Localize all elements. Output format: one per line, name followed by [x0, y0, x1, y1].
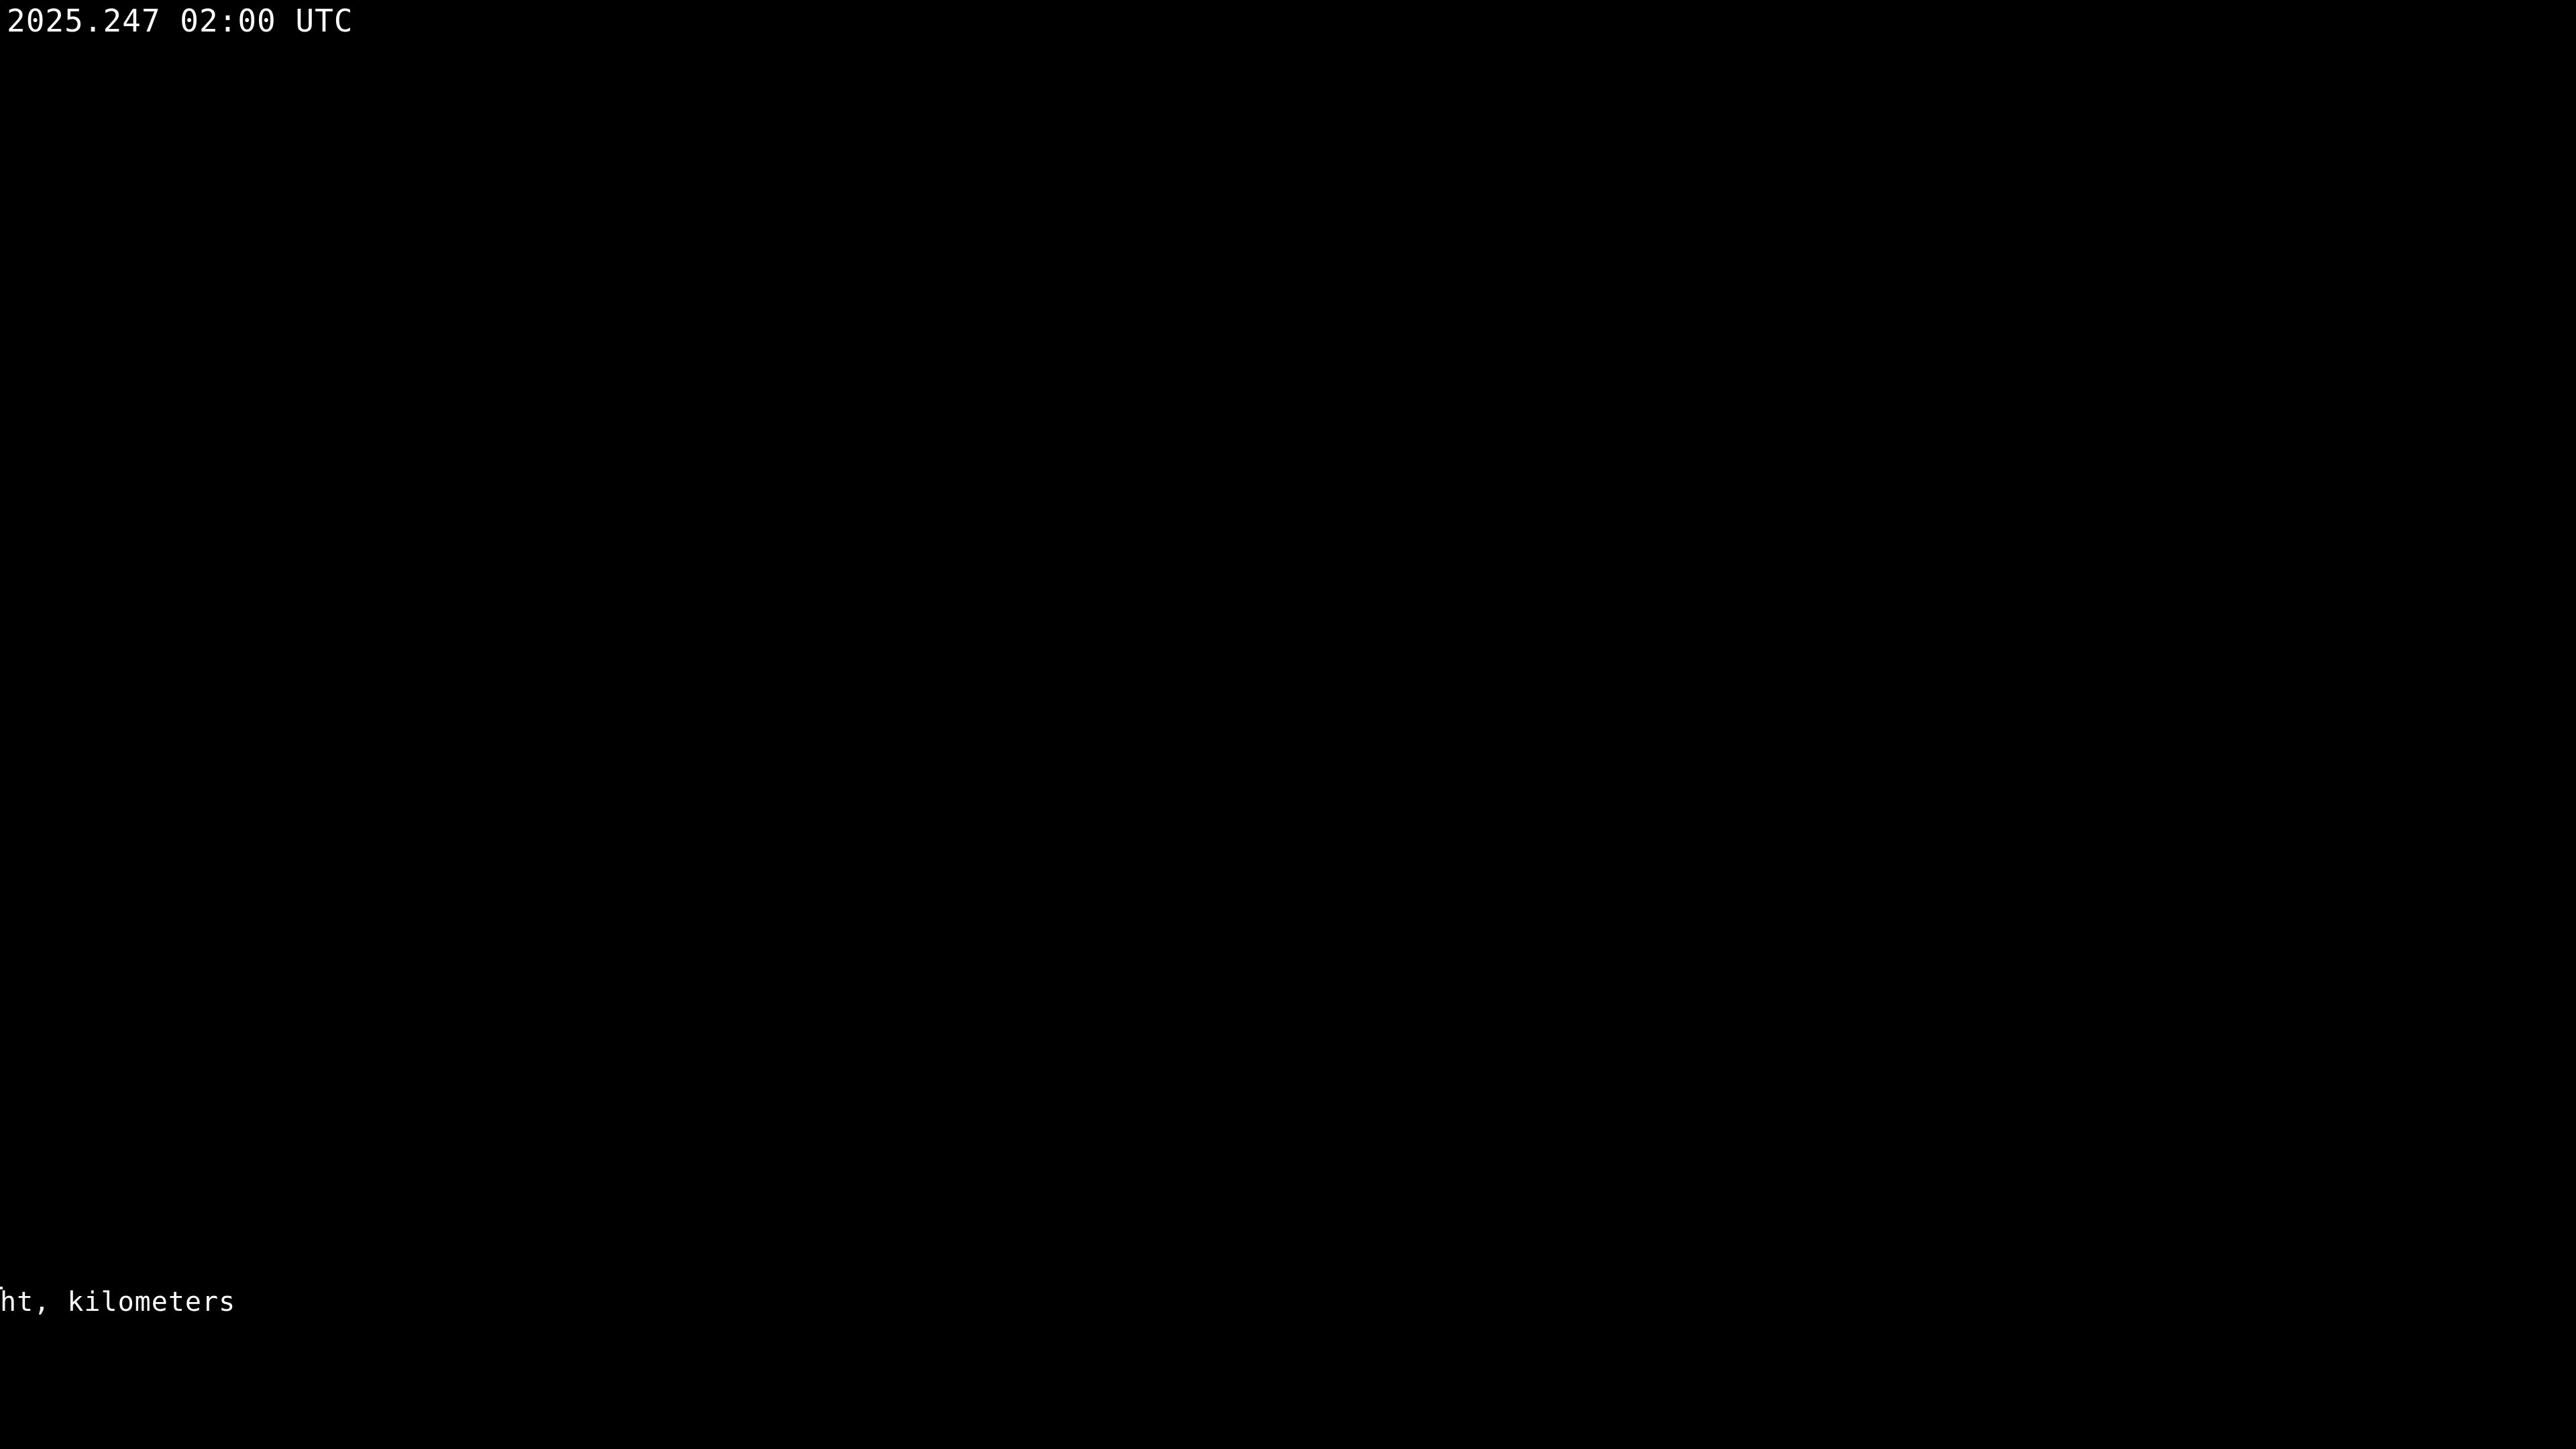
colorbar-title: Cloud Top Height, kilometers: [0, 1287, 236, 1318]
footer: Cloud Top Height, kilometers: [0, 1287, 2576, 1449]
timestamp: 2025.247 02:00 UTC: [7, 3, 354, 39]
cloud-field-canvas: [0, 0, 201, 101]
colorbar: [0, 1287, 3, 1289]
